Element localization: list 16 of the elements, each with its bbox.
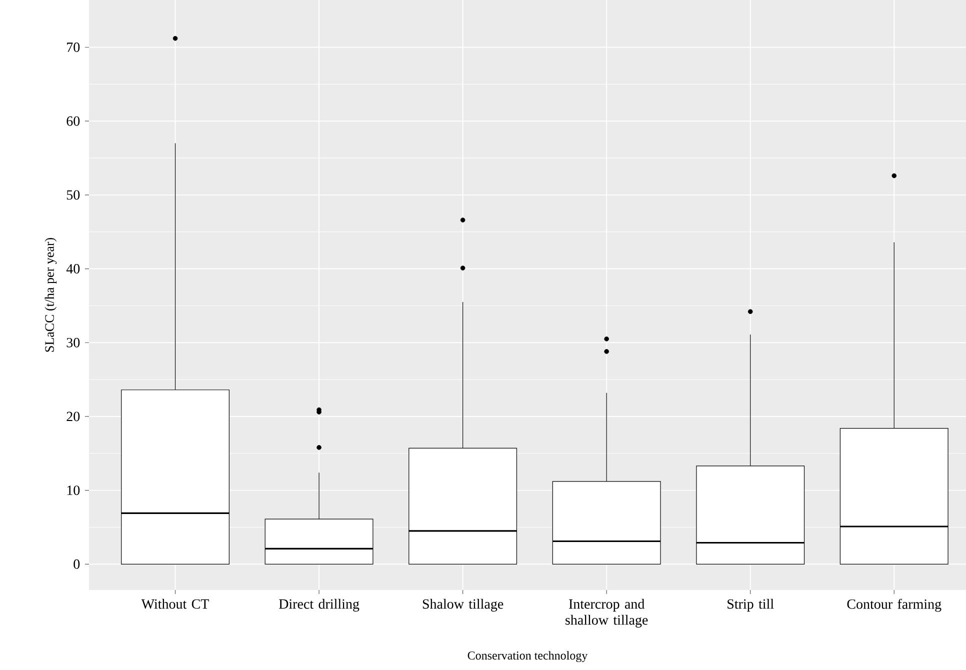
- y-tick-label: 30: [66, 338, 80, 348]
- y-tick-label: 40: [66, 264, 80, 274]
- y-axis-title: SLaCC (t/ha per year): [44, 238, 57, 352]
- y-tick-label: 70: [67, 42, 80, 52]
- x-tick-label: Shalow tillage: [422, 598, 504, 612]
- x-tick-label: Direct drilling: [279, 598, 360, 612]
- x-tick-label: Intercrop and shallow tillage: [566, 598, 648, 628]
- y-tick-label: 0: [74, 559, 80, 569]
- x-tick-label: Strip till: [728, 598, 774, 612]
- x-axis-title: Conservation technology: [468, 651, 588, 662]
- y-tick-label: 60: [66, 116, 80, 126]
- x-tick-label: Contour farming: [847, 598, 942, 612]
- x-tick-label: Without CT: [141, 598, 209, 609]
- y-tick-label: 10: [67, 486, 80, 496]
- y-tick-label: 50: [66, 190, 80, 200]
- y-tick-label: 20: [66, 412, 80, 422]
